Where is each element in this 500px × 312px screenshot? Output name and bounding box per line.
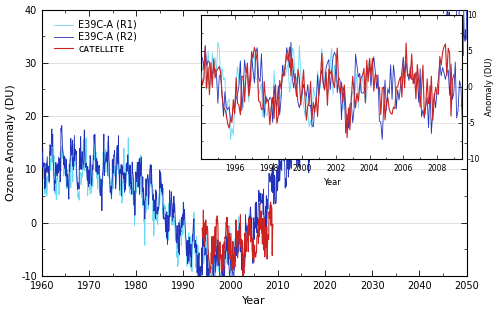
X-axis label: Year: Year <box>242 296 266 306</box>
Satellite <box>199 227 205 230</box>
E39C-A (R2) <box>464 9 469 13</box>
Legend: E39C-A (R1), E39C-A (R2), ᴄᴀᴛᴇʟʟɪᴛᴇ: E39C-A (R1), E39C-A (R2), ᴄᴀᴛᴇʟʟɪᴛᴇ <box>51 17 140 57</box>
E39C-A (R1) <box>100 159 106 163</box>
Satellite <box>205 246 211 250</box>
Satellite <box>258 209 264 213</box>
E39C-A (R2) <box>220 293 226 297</box>
E39C-A (R2) <box>432 21 438 24</box>
Satellite <box>233 218 239 222</box>
Satellite <box>268 200 274 204</box>
E39C-A (R2) <box>200 236 205 240</box>
Y-axis label: Ozone Anomaly (DU): Ozone Anomaly (DU) <box>6 85 16 201</box>
E39C-A (R2) <box>92 158 98 161</box>
E39C-A (R1) <box>130 192 136 195</box>
Satellite <box>270 223 276 227</box>
Satellite <box>210 255 216 259</box>
E39C-A (R1) <box>225 229 231 233</box>
E39C-A (R1) <box>208 302 214 305</box>
E39C-A (R1) <box>246 207 252 211</box>
E39C-A (R2) <box>422 16 428 20</box>
Line: Satellite: Satellite <box>202 202 273 280</box>
Satellite <box>219 260 225 263</box>
E39C-A (R1) <box>212 261 218 265</box>
E39C-A (R2) <box>280 154 286 158</box>
E39C-A (R1) <box>134 184 140 188</box>
Line: E39C-A (R1): E39C-A (R1) <box>42 134 250 304</box>
E39C-A (R1) <box>122 182 128 186</box>
Satellite <box>234 240 239 243</box>
E39C-A (R2) <box>38 144 44 148</box>
Line: E39C-A (R2): E39C-A (R2) <box>42 0 467 295</box>
E39C-A (R1) <box>92 132 98 136</box>
E39C-A (R1) <box>38 150 44 154</box>
E39C-A (R2) <box>443 13 449 17</box>
Satellite <box>240 278 246 281</box>
